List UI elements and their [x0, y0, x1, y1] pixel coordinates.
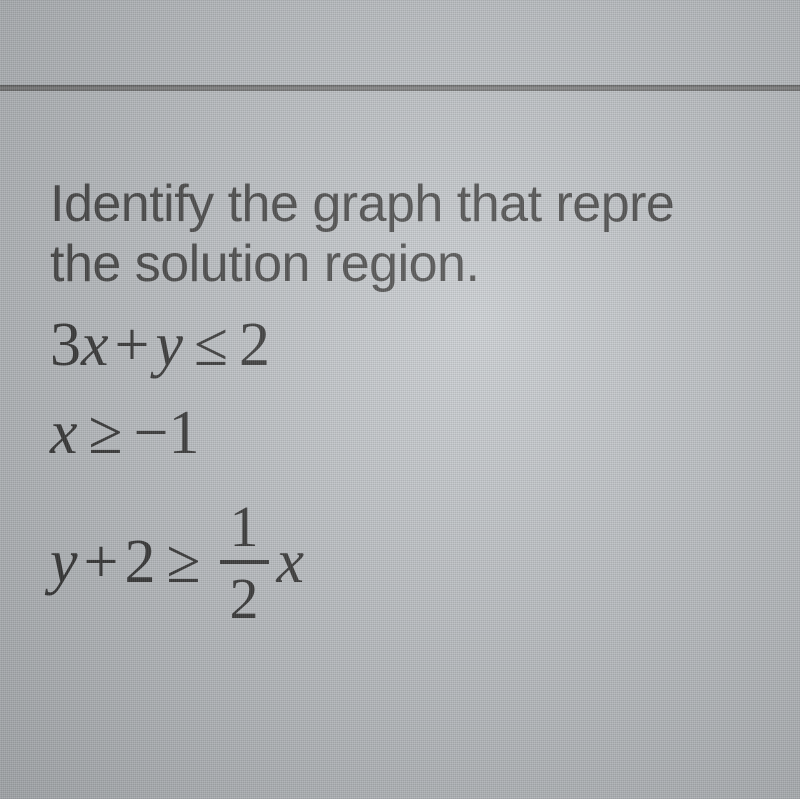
var-x: x	[50, 395, 78, 473]
const-2: 2	[239, 307, 270, 385]
problem-content: Identify the graph that repre the soluti…	[50, 175, 800, 643]
question-line-1: Identify the graph that repre	[50, 175, 674, 233]
var-y: y	[156, 307, 184, 385]
var-x: x	[277, 524, 305, 602]
var-y: y	[50, 524, 78, 602]
geq-symbol: ≥	[78, 395, 134, 473]
question-line-2: the solution region.	[50, 235, 479, 293]
fraction-denominator: 2	[220, 564, 269, 628]
fraction-numerator: 1	[220, 498, 269, 564]
header-divider	[0, 85, 800, 91]
question-prompt: Identify the graph that repre the soluti…	[50, 175, 800, 295]
const-1: 1	[169, 395, 200, 473]
inequality-2: x ≥ −1	[50, 395, 800, 473]
coef-3: 3	[50, 307, 81, 385]
inequality-system: 3x + y ≤ 2 x ≥ −1 y + 2 ≥ 1 2 x	[50, 307, 800, 633]
var-x: x	[81, 307, 109, 385]
plus-op: +	[78, 524, 125, 602]
geq-symbol: ≥	[156, 524, 212, 602]
plus-op: +	[109, 307, 156, 385]
leq-symbol: ≤	[183, 307, 239, 385]
fraction-one-half: 1 2	[220, 498, 269, 628]
const-2: 2	[125, 524, 156, 602]
neg-sign: −	[134, 395, 169, 473]
inequality-1: 3x + y ≤ 2	[50, 307, 800, 385]
inequality-3: y + 2 ≥ 1 2 x	[50, 493, 800, 633]
